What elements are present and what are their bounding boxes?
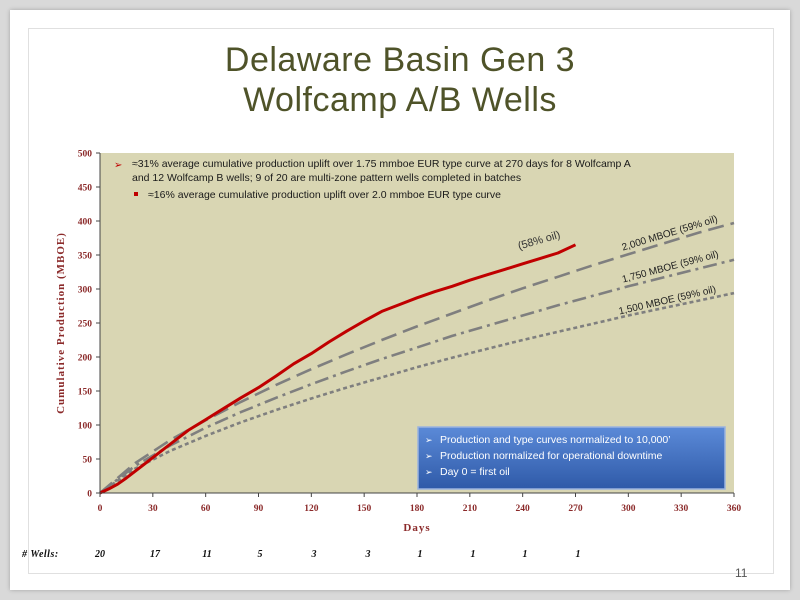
x-tick-label: 300	[621, 504, 636, 514]
y-tick-label: 150	[78, 388, 93, 398]
x-tick-label: 30	[148, 504, 158, 514]
x-tick-label: 360	[727, 504, 742, 514]
x-tick-label: 270	[568, 504, 583, 514]
bullet-square-icon	[134, 192, 138, 196]
x-axis-ticks: 0 30 60 90 120 150 180 210 240 270 300 330 360	[98, 493, 742, 514]
series-layer	[99, 221, 735, 495]
note-box: ➢ Production and type curves normalized …	[417, 426, 726, 490]
y-tick-label: 200	[78, 354, 93, 364]
y-tick-label: 50	[83, 456, 93, 466]
slide-title: Delaware Basin Gen 3 Wolfcamp A/B Wells	[0, 40, 800, 120]
y-tick-label: 0	[87, 490, 92, 500]
wells-row-counts: 20 17 11 5 3 3 1 1 1 1	[94, 549, 581, 560]
bullet-arrow-icon: ➢	[114, 160, 122, 171]
y-axis-label: Cumulative Production (MBOE)	[55, 232, 67, 414]
wells-count: 1	[418, 549, 423, 560]
wells-count: 5	[258, 549, 263, 560]
wells-count: 3	[311, 549, 317, 560]
wells-count: 20	[94, 549, 105, 560]
wells-row-label: # Wells:	[21, 549, 59, 560]
slide-inner-border	[28, 28, 774, 574]
wells-count: 1	[471, 549, 476, 560]
bullet-sub-text: ≈16% average cumulative production uplif…	[148, 189, 501, 201]
bullet-main-text: ≈31% average cumulative production uplif…	[132, 158, 631, 184]
x-tick-label: 330	[674, 504, 689, 514]
series-line-1750	[99, 258, 735, 495]
y-tick-label: 300	[78, 286, 93, 296]
y-tick-label: 450	[78, 184, 93, 194]
y-tick-label: 350	[78, 252, 93, 262]
y-tick-label: 400	[78, 218, 93, 228]
wells-count: 17	[150, 549, 161, 560]
series-line-actual	[99, 243, 577, 495]
title-line-1: Delaware Basin Gen 3	[224, 41, 576, 79]
note-arrow-icon: ➢	[425, 468, 433, 478]
y-axis-ticks: 0 50 100 150 200 250 300 350 400 450 500	[78, 150, 100, 500]
note-item: Production and type curves normalized to…	[440, 434, 671, 446]
y-tick-label: 100	[78, 422, 93, 432]
x-tick-label: 60	[201, 504, 211, 514]
x-tick-label: 90	[254, 504, 264, 514]
x-axis-label: Days	[403, 522, 430, 534]
bullet-block: ➢ ≈31% average cumulative production upl…	[114, 158, 631, 201]
series-line-1500	[99, 291, 735, 495]
wells-count: 3	[365, 549, 371, 560]
y-tick-label: 500	[78, 150, 93, 160]
x-tick-label: 150	[357, 504, 372, 514]
wells-count: 1	[523, 549, 528, 560]
note-item: Day 0 = first oil	[440, 466, 510, 478]
wells-count: 11	[202, 549, 211, 560]
title-line-2: Wolfcamp A/B Wells	[243, 81, 557, 119]
slide-number: 11	[735, 566, 748, 580]
x-tick-label: 0	[98, 504, 103, 514]
x-tick-label: 210	[463, 504, 478, 514]
wells-count: 1	[576, 549, 581, 560]
x-tick-label: 180	[410, 504, 425, 514]
note-item: Production normalized for operational do…	[440, 450, 663, 462]
note-arrow-icon: ➢	[425, 452, 433, 462]
note-arrow-icon: ➢	[425, 436, 433, 446]
x-tick-label: 120	[304, 504, 319, 514]
y-tick-label: 250	[78, 320, 93, 330]
x-tick-label: 240	[516, 504, 531, 514]
